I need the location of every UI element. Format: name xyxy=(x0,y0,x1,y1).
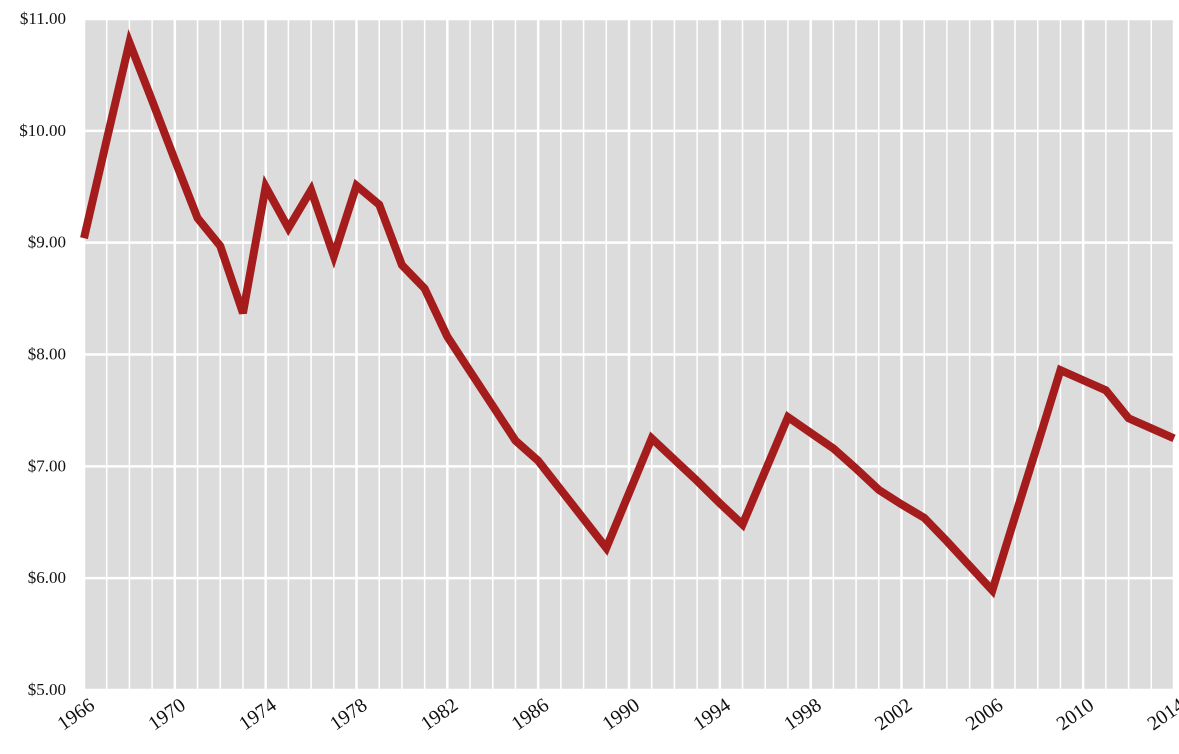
x-tick-label: 1978 xyxy=(326,694,371,735)
y-tick-label: $8.00 xyxy=(28,345,66,364)
y-tick-label: $9.00 xyxy=(28,233,66,252)
line xyxy=(80,29,1176,599)
x-tick-label: 2014 xyxy=(1143,694,1179,735)
x-tick-label: 1970 xyxy=(144,694,189,735)
x-tick-label: 2002 xyxy=(871,694,916,735)
y-tick-label: $7.00 xyxy=(28,456,66,475)
x-tick-label: 1974 xyxy=(235,694,280,735)
x-tick-label: 2006 xyxy=(962,694,1007,735)
x-tick-label: 1994 xyxy=(689,694,734,735)
x-tick-label: 1986 xyxy=(508,694,553,735)
x-tick-label: 2010 xyxy=(1053,694,1098,735)
y-tick-label: $5.00 xyxy=(28,680,66,699)
x-tick-label: 1982 xyxy=(417,694,462,735)
x-tick-label: 1990 xyxy=(598,694,643,735)
x-tick-label: 1998 xyxy=(780,694,825,735)
y-tick-label: $10.00 xyxy=(19,121,66,140)
y-tick-label: $6.00 xyxy=(28,568,66,587)
y-tick-label: $11.00 xyxy=(20,9,66,28)
x-tick-label: 1966 xyxy=(53,694,98,735)
